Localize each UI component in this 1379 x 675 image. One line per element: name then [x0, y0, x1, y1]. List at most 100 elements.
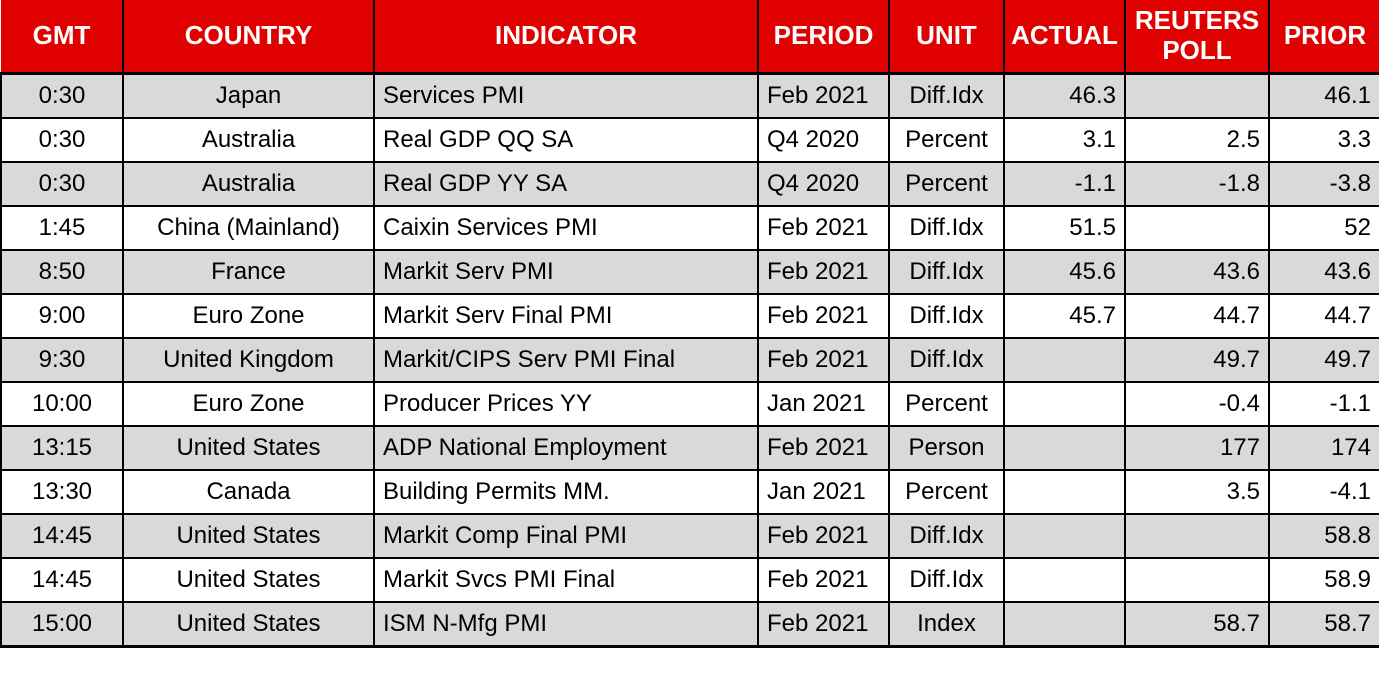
- prior-cell: -3.8: [1268, 161, 1379, 207]
- table-body: 0:30 Japan Services PMI Feb 2021 Diff.Idx 46.…: [0, 72, 1379, 648]
- gmt-cell: 0:30: [0, 161, 124, 207]
- indicator-cell: Services PMI: [373, 72, 759, 119]
- actual-cell: [1003, 601, 1126, 648]
- unit-cell: Percent: [888, 469, 1005, 515]
- table-row: 1:45 China (Mainland) Caixin Services PMI F…: [0, 205, 1379, 251]
- header-row: GMT COUNTRY INDICATOR PERIOD UNIT ACTUAL REUTE…: [1, 0, 1379, 75]
- economic-calendar-table: GMT COUNTRY INDICATOR PERIOD UNIT ACTUAL REUTE…: [0, 0, 1379, 648]
- period-cell: Feb 2021: [757, 557, 890, 603]
- header-cell-unit: UNIT: [888, 0, 1005, 75]
- period-cell: Feb 2021: [757, 337, 890, 383]
- unit-cell: Percent: [888, 381, 1005, 427]
- period-cell: Feb 2021: [757, 205, 890, 251]
- unit-cell: Diff.Idx: [888, 293, 1005, 339]
- country-cell: United States: [122, 601, 375, 648]
- prior-cell: 58.8: [1268, 513, 1379, 559]
- gmt-cell: 10:00: [0, 381, 124, 427]
- reuters-poll-cell: 44.7: [1124, 293, 1270, 339]
- reuters-poll-cell: [1124, 205, 1270, 251]
- indicator-cell: Real GDP QQ SA: [373, 117, 759, 163]
- indicator-cell: Markit Serv PMI: [373, 249, 759, 295]
- reuters-poll-cell: [1124, 557, 1270, 603]
- table-row: 14:45 United States Markit Svcs PMI Final F…: [0, 557, 1379, 603]
- prior-cell: 49.7: [1268, 337, 1379, 383]
- actual-cell: 3.1: [1003, 117, 1126, 163]
- prior-cell: -1.1: [1268, 381, 1379, 427]
- header-cell-period: PERIOD: [757, 0, 890, 75]
- gmt-cell: 0:30: [0, 117, 124, 163]
- gmt-cell: 13:15: [0, 425, 124, 471]
- unit-cell: Diff.Idx: [888, 513, 1005, 559]
- actual-cell: -1.1: [1003, 161, 1126, 207]
- indicator-cell: Building Permits MM.: [373, 469, 759, 515]
- period-cell: Jan 2021: [757, 469, 890, 515]
- gmt-cell: 9:30: [0, 337, 124, 383]
- reuters-poll-cell: [1124, 513, 1270, 559]
- country-cell: United States: [122, 513, 375, 559]
- table-row: 15:00 United States ISM N-Mfg PMI Feb 2021 I…: [0, 601, 1379, 648]
- country-cell: United Kingdom: [122, 337, 375, 383]
- header-cell-country: COUNTRY: [122, 0, 375, 75]
- actual-cell: 51.5: [1003, 205, 1126, 251]
- reuters-poll-cell: [1124, 72, 1270, 119]
- table-row: 0:30 Japan Services PMI Feb 2021 Diff.Idx 46.…: [0, 72, 1379, 119]
- period-cell: Feb 2021: [757, 601, 890, 648]
- prior-cell: -4.1: [1268, 469, 1379, 515]
- unit-cell: Diff.Idx: [888, 205, 1005, 251]
- country-cell: China (Mainland): [122, 205, 375, 251]
- indicator-cell: Producer Prices YY: [373, 381, 759, 427]
- actual-cell: 45.6: [1003, 249, 1126, 295]
- country-cell: Canada: [122, 469, 375, 515]
- country-cell: France: [122, 249, 375, 295]
- table-header: GMT COUNTRY INDICATOR PERIOD UNIT ACTUAL REUTE…: [1, 0, 1379, 75]
- gmt-cell: 15:00: [0, 601, 124, 648]
- reuters-poll-cell: 49.7: [1124, 337, 1270, 383]
- indicator-cell: ISM N-Mfg PMI: [373, 601, 759, 648]
- table-row: 9:30 United Kingdom Markit/CIPS Serv PMI F…: [0, 337, 1379, 383]
- gmt-cell: 0:30: [0, 72, 124, 119]
- gmt-cell: 8:50: [0, 249, 124, 295]
- table-row: 10:00 Euro Zone Producer Prices YY Jan 2021…: [0, 381, 1379, 427]
- table-row: 8:50 France Markit Serv PMI Feb 2021 Diff.Id…: [0, 249, 1379, 295]
- unit-cell: Diff.Idx: [888, 337, 1005, 383]
- period-cell: Feb 2021: [757, 293, 890, 339]
- table-row: 0:30 Australia Real GDP QQ SA Q4 2020 Percen…: [0, 117, 1379, 163]
- table-row: 9:00 Euro Zone Markit Serv Final PMI Feb 20…: [0, 293, 1379, 339]
- reuters-poll-cell: 177: [1124, 425, 1270, 471]
- indicator-cell: Markit/CIPS Serv PMI Final: [373, 337, 759, 383]
- indicator-cell: Markit Serv Final PMI: [373, 293, 759, 339]
- table-row: 13:30 Canada Building Permits MM. Jan 2021 P…: [0, 469, 1379, 515]
- reuters-poll-cell: -1.8: [1124, 161, 1270, 207]
- actual-cell: 45.7: [1003, 293, 1126, 339]
- period-cell: Feb 2021: [757, 513, 890, 559]
- country-cell: Euro Zone: [122, 293, 375, 339]
- indicator-cell: Caixin Services PMI: [373, 205, 759, 251]
- indicator-cell: Markit Svcs PMI Final: [373, 557, 759, 603]
- unit-cell: Diff.Idx: [888, 72, 1005, 119]
- actual-cell: [1003, 469, 1126, 515]
- period-cell: Feb 2021: [757, 425, 890, 471]
- prior-cell: 58.7: [1268, 601, 1379, 648]
- prior-cell: 43.6: [1268, 249, 1379, 295]
- reuters-poll-cell: 3.5: [1124, 469, 1270, 515]
- reuters-poll-cell: 58.7: [1124, 601, 1270, 648]
- indicator-cell: ADP National Employment: [373, 425, 759, 471]
- unit-cell: Percent: [888, 117, 1005, 163]
- actual-cell: [1003, 557, 1126, 603]
- table-row: 13:15 United States ADP National Employmen…: [0, 425, 1379, 471]
- reuters-poll-cell: 43.6: [1124, 249, 1270, 295]
- unit-cell: Person: [888, 425, 1005, 471]
- gmt-cell: 9:00: [0, 293, 124, 339]
- actual-cell: 46.3: [1003, 72, 1126, 119]
- country-cell: Australia: [122, 161, 375, 207]
- header-cell-reuters-poll: REUTERS POLL: [1124, 0, 1270, 75]
- header-cell-gmt: GMT: [1, 0, 124, 75]
- gmt-cell: 14:45: [0, 557, 124, 603]
- gmt-cell: 13:30: [0, 469, 124, 515]
- country-cell: Japan: [122, 72, 375, 119]
- indicator-cell: Markit Comp Final PMI: [373, 513, 759, 559]
- prior-cell: 3.3: [1268, 117, 1379, 163]
- gmt-cell: 1:45: [0, 205, 124, 251]
- actual-cell: [1003, 425, 1126, 471]
